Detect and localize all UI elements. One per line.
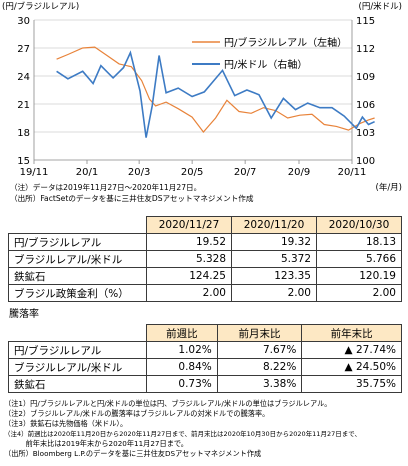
cell: 7.67% <box>216 341 303 359</box>
x-tick-label: 19/11 <box>20 167 49 178</box>
left-tick-label: 18 <box>17 128 30 139</box>
right-tick-label: 106 <box>356 100 375 111</box>
table-row: ブラジル政策金利（%） 2.00 2.00 2.00 <box>8 284 402 302</box>
cell: 123.35 <box>231 267 317 285</box>
right-tick-label: 112 <box>356 44 375 55</box>
chart-source: （出所）FactSetのデータを基に三井住友DSアセットマネジメント作成 <box>10 194 254 203</box>
table-row: 円/ブラジルレアル 1.02% 7.67% ▲ 27.74% <box>8 341 402 359</box>
left-tick-label: 24 <box>17 72 30 83</box>
row-label: 円/ブラジルレアル <box>8 341 147 359</box>
right-tick-label: 103 <box>356 128 375 139</box>
cell: 5.766 <box>316 250 402 268</box>
table-row: 鉄鉱石 0.73% 3.38% 35.75% <box>8 375 402 393</box>
x-tick-label: 20/5 <box>181 167 203 178</box>
header-monthly: 前月末比 <box>216 324 303 342</box>
footnote: （出所）Bloomberg L.P.のデータを基に三井住友DSアセットマネジメン… <box>4 449 262 458</box>
right-tick-label: 115 <box>356 16 375 27</box>
x-tick-label: 20/9 <box>288 167 310 178</box>
table-row: 鉄鉱石 124.25 123.35 120.19 <box>8 267 402 285</box>
returns-table: 前週比 前月末比 前年末比 円/ブラジルレアル 1.02% 7.67% ▲ 27… <box>8 324 402 393</box>
header-ytd: 前年末比 <box>301 324 402 342</box>
header-blank <box>8 216 147 234</box>
row-label: ブラジル政策金利（%） <box>8 284 147 302</box>
cell: 19.52 <box>146 233 232 251</box>
legend: 円/ブラジルレアル（左軸） 円/米ドル（右軸） <box>192 36 347 71</box>
row-label: 円/ブラジルレアル <box>8 233 147 251</box>
x-tick-label: 20/11 <box>338 167 367 178</box>
fx-line-chart: 30 27 24 21 18 15 115 112 109 106 103 100 19/11 20/… <box>17 16 375 178</box>
left-tick-label: 30 <box>17 16 30 27</box>
footnote: （注4）前週比は2020年11月20日から2020年11月27日まで、前月末比は… <box>4 430 361 438</box>
left-tick-label: 21 <box>17 100 30 111</box>
right-tick-label: 100 <box>356 156 375 167</box>
header-date-2: 2020/11/20 <box>231 216 317 234</box>
cell: 0.73% <box>146 375 218 393</box>
chart-note: （注）データは2019年11月27日～2020年11月27日。 <box>10 183 202 192</box>
left-tick-label: 15 <box>17 156 30 167</box>
cell: 5.372 <box>231 250 317 268</box>
cell: ▲ 24.50% <box>301 358 402 376</box>
cell: 2.00 <box>231 284 317 302</box>
legend-label-jpy-usd: 円/米ドル（右軸） <box>224 58 307 71</box>
cell: 18.13 <box>316 233 402 251</box>
header-weekly: 前週比 <box>146 324 218 342</box>
cell: 2.00 <box>316 284 402 302</box>
right-tick-label: 109 <box>356 72 375 83</box>
cell: 124.25 <box>146 267 232 285</box>
footnote: 前年末比は2019年末から2020年11月27日まで。 <box>4 439 188 448</box>
header-blank <box>8 324 147 342</box>
footnote: （注2）ブラジルレアル/米ドルの騰落率はブラジルレアルの対米ドルでの騰落率。 <box>4 409 270 418</box>
header-date-3: 2020/10/30 <box>316 216 402 234</box>
levels-table-header: 2020/11/27 2020/11/20 2020/10/30 <box>8 216 402 234</box>
row-label: ブラジルレアル/米ドル <box>8 358 147 376</box>
returns-title: 騰落率 <box>9 309 39 320</box>
cell: ▲ 27.74% <box>301 341 402 359</box>
row-label: 鉄鉱石 <box>8 267 147 285</box>
cell: 8.22% <box>216 358 303 376</box>
series-line-jpy-usd <box>56 50 375 138</box>
cell: 19.32 <box>231 233 317 251</box>
footnote: （注3）鉄鉱石は先物価格（米ドル）。 <box>4 419 128 428</box>
cell: 3.38% <box>216 375 303 393</box>
left-axis-title: (円/ブラジルレアル) <box>2 2 80 12</box>
series-line-jpy-brl <box>56 46 375 133</box>
x-tick-label: 20/7 <box>234 167 256 178</box>
levels-table: 2020/11/27 2020/11/20 2020/10/30 円/ブラジルレ… <box>8 216 402 302</box>
row-label: ブラジルレアル/米ドル <box>8 250 147 268</box>
legend-label-jpy-brl: 円/ブラジルレアル（左軸） <box>224 36 347 49</box>
footnote: （注1）円/ブラジルレアルと円/米ドルの単位は円、ブラジルレアル/米ドルの単位は… <box>4 399 332 408</box>
table-row: ブラジルレアル/米ドル 0.84% 8.22% ▲ 24.50% <box>8 358 402 376</box>
table-row: 円/ブラジルレアル 19.52 19.32 18.13 <box>8 233 402 251</box>
cell: 0.84% <box>146 358 218 376</box>
returns-table-header: 前週比 前月末比 前年末比 <box>8 324 402 342</box>
x-tick-label: 20/3 <box>128 167 150 178</box>
table-row: ブラジルレアル/米ドル 5.328 5.372 5.766 <box>8 250 402 268</box>
footnotes: （注1）円/ブラジルレアルと円/米ドルの単位は円、ブラジルレアル/米ドルの単位は… <box>4 399 361 459</box>
cell: 5.328 <box>146 250 232 268</box>
x-axis-unit: (年/月) <box>375 183 403 193</box>
right-axis-title: (円/米ドル) <box>358 2 403 12</box>
x-tick-label: 20/1 <box>76 167 98 178</box>
row-label: 鉄鉱石 <box>8 375 147 393</box>
cell: 35.75% <box>301 375 402 393</box>
cell: 2.00 <box>146 284 232 302</box>
cell: 1.02% <box>146 341 218 359</box>
left-tick-label: 27 <box>17 44 30 55</box>
cell: 120.19 <box>316 267 402 285</box>
header-date-1: 2020/11/27 <box>146 216 232 234</box>
